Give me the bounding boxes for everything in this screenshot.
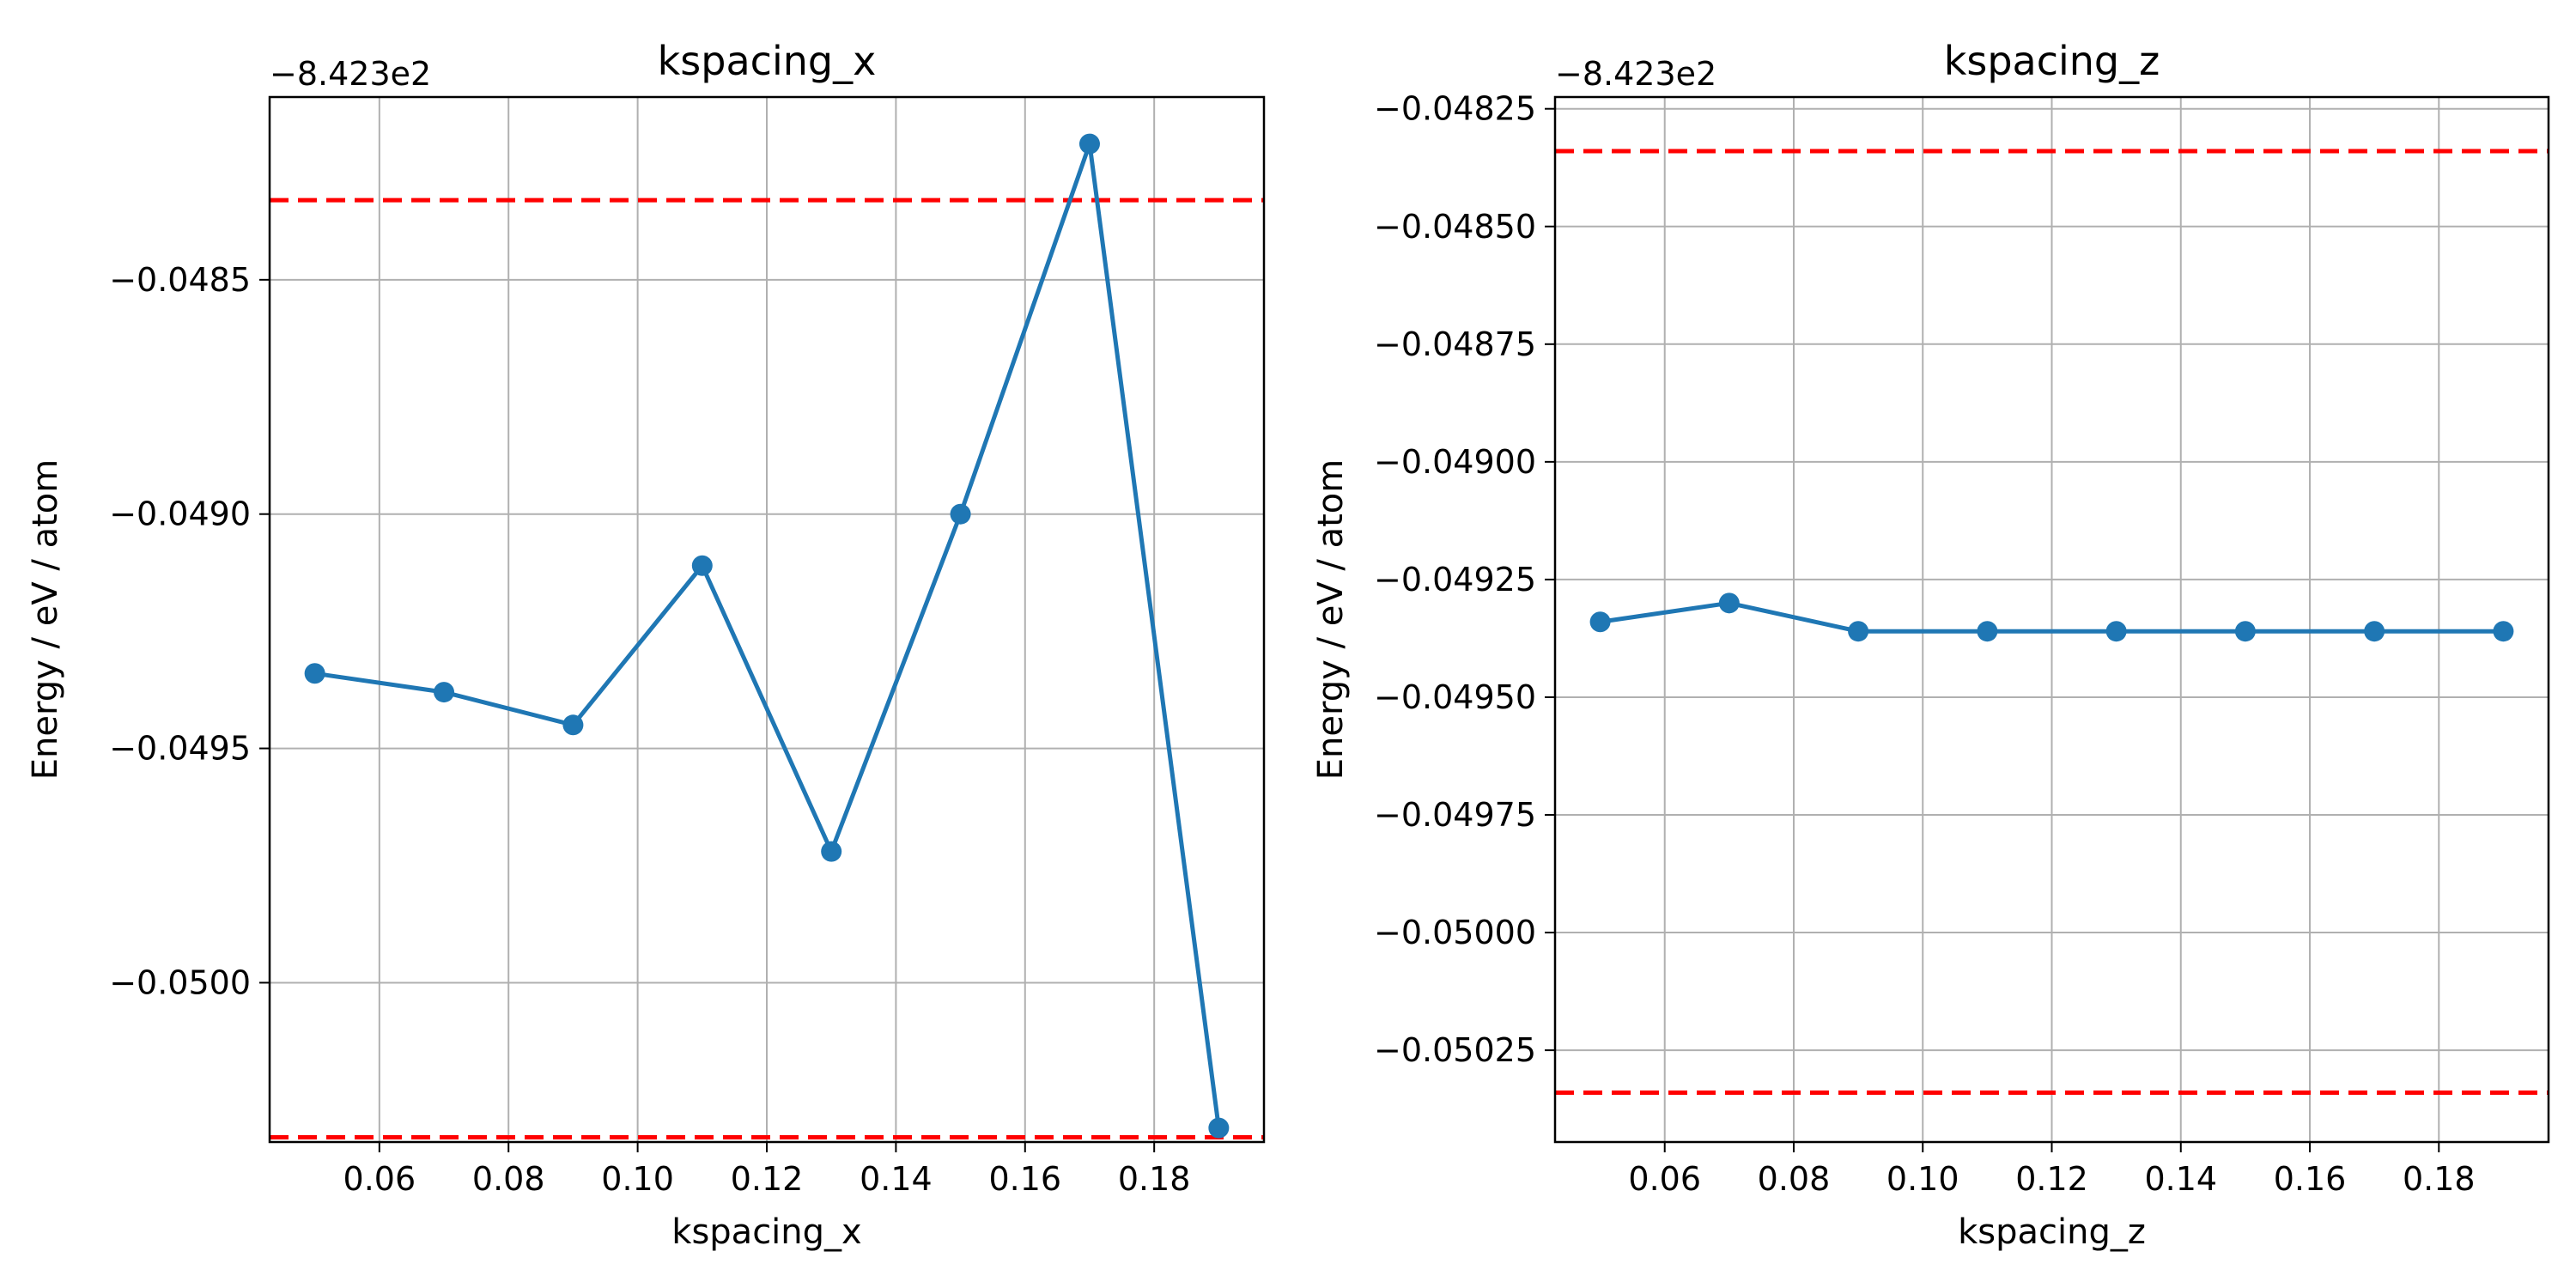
x-tick-label: 0.18: [1118, 1160, 1191, 1198]
series-line: [1600, 600, 2504, 634]
x-tick-label: 0.14: [2144, 1160, 2217, 1198]
x-axis-label: kspacing_x: [671, 1212, 861, 1252]
data-point: [2493, 621, 2514, 642]
grid: [1555, 97, 2549, 1142]
data-point: [1718, 592, 1740, 614]
reference-lines: [1555, 149, 2549, 1095]
data-point: [1078, 133, 1100, 155]
data-point: [950, 503, 971, 525]
y-tick-label: −0.04825: [1374, 90, 1536, 128]
y-tick-label: −0.05000: [1374, 914, 1536, 951]
axis-offset-label: −8.423e2: [1555, 55, 1716, 93]
y-tick-label: −0.04950: [1374, 678, 1536, 716]
x-tick-label: 0.06: [1628, 1160, 1701, 1198]
chart-title: kspacing_x: [658, 38, 877, 84]
data-point: [821, 841, 842, 862]
data-point: [2364, 621, 2385, 642]
x-tick-label: 0.10: [1886, 1160, 1959, 1198]
x-tick-label: 0.16: [2274, 1160, 2347, 1198]
y-tick-label: −0.04850: [1374, 208, 1536, 246]
x-tick-label: 0.08: [1758, 1160, 1831, 1198]
axis-offset-label: −8.423e2: [270, 55, 431, 93]
x-tick-label: 0.10: [601, 1160, 674, 1198]
data-point: [691, 555, 713, 576]
y-axis-label: Energy / eV / atom: [26, 459, 65, 780]
x-tick-label: 0.06: [343, 1160, 416, 1198]
y-tick-label: −0.04925: [1374, 561, 1536, 598]
data-point: [1589, 611, 1611, 633]
x-axis-label: kspacing_z: [1958, 1212, 2146, 1252]
y-tick-label: −0.0495: [109, 730, 251, 768]
data-point: [304, 663, 325, 684]
y-tick-label: −0.05025: [1374, 1031, 1536, 1069]
grid: [270, 97, 1264, 1142]
x-tick-label: 0.14: [860, 1160, 933, 1198]
series: [304, 133, 1230, 1139]
x-tick-label: 0.18: [2403, 1160, 2476, 1198]
data-point: [2234, 621, 2256, 642]
y-tick-label: −0.0485: [109, 261, 251, 299]
data-point: [1977, 621, 1998, 642]
series: [1589, 592, 2514, 642]
data-point: [1208, 1117, 1230, 1139]
ticks: 0.06 0.08 0.10 0.12 0.14 0.16 0.18 −0.0485 −0.04…: [109, 261, 1190, 1198]
series-line: [314, 142, 1221, 1128]
y-axis-label: Energy / eV / atom: [1311, 459, 1351, 780]
y-tick-label: −0.0500: [109, 963, 251, 1001]
y-tick-label: −0.04975: [1374, 796, 1536, 834]
data-point: [562, 714, 584, 736]
data-point: [1848, 621, 1869, 642]
chart-kspacing-x: 0.06 0.08 0.10 0.12 0.14 0.16 0.18 −0.0485 −0.04…: [26, 38, 1266, 1252]
y-tick-label: −0.04900: [1374, 443, 1536, 481]
x-tick-label: 0.16: [988, 1160, 1061, 1198]
x-tick-label: 0.12: [2015, 1160, 2088, 1198]
ticks: 0.06 0.08 0.10 0.12 0.14 0.16 0.18 −0.04825 −0.0…: [1374, 90, 2476, 1198]
x-tick-label: 0.12: [731, 1160, 804, 1198]
chart-kspacing-z: 0.06 0.08 0.10 0.12 0.14 0.16 0.18 −0.04825 −0.0…: [1311, 38, 2550, 1252]
data-point: [434, 682, 455, 703]
data-point: [2105, 621, 2127, 642]
y-tick-label: −0.04875: [1374, 325, 1536, 363]
chart-title: kspacing_z: [1944, 38, 2160, 84]
y-tick-label: −0.0490: [109, 495, 251, 533]
x-tick-label: 0.08: [472, 1160, 545, 1198]
